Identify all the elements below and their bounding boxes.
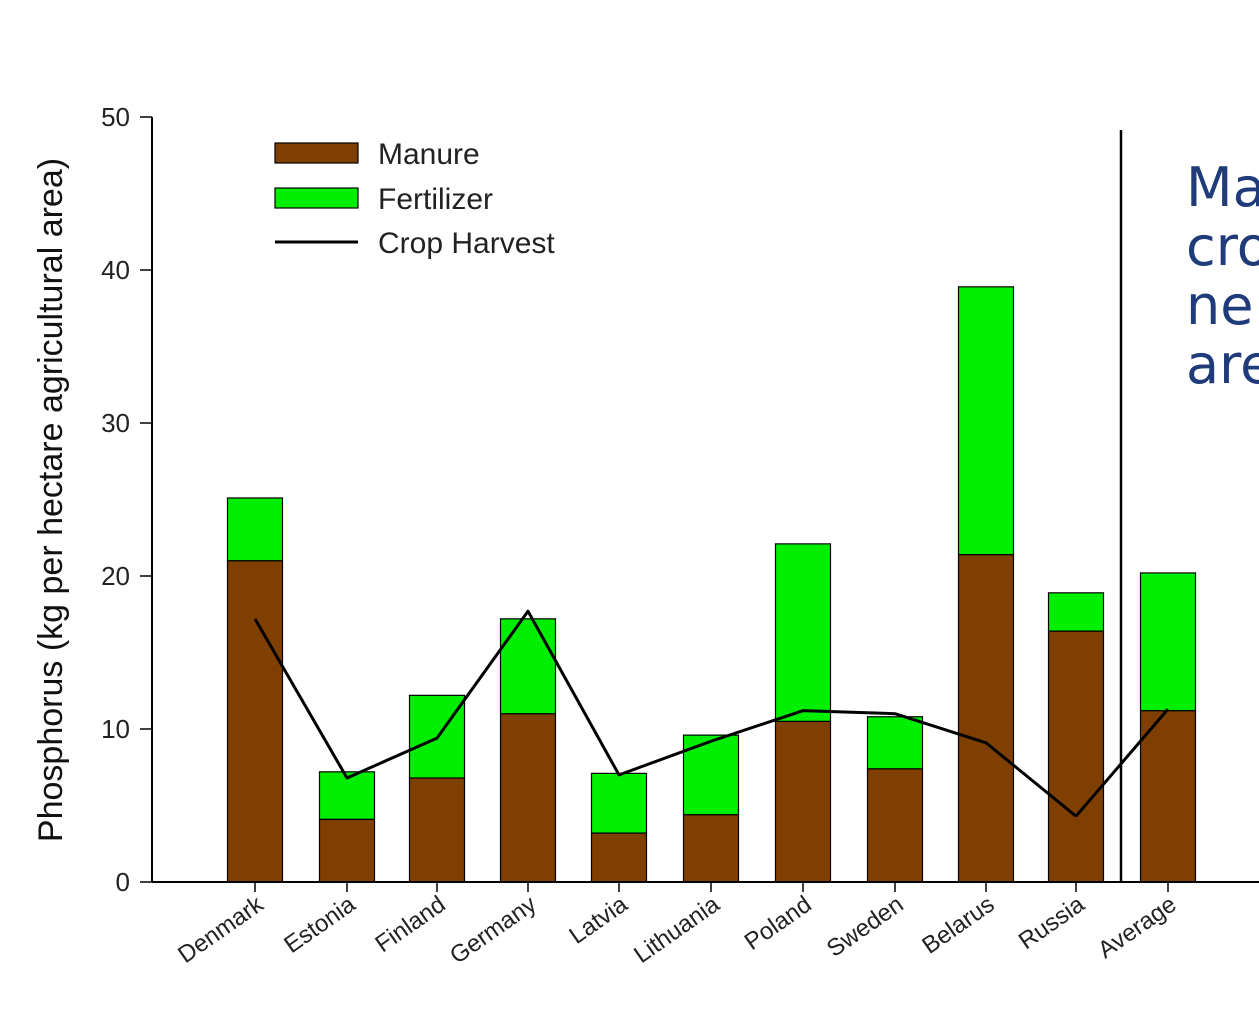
bar-manure-lithuania bbox=[682, 814, 740, 883]
y-tick-label-0: 0 bbox=[116, 867, 130, 897]
category-label-average: Average bbox=[1093, 891, 1181, 964]
legend-label-crop-harvest: Crop Harvest bbox=[378, 227, 555, 260]
bar-fertilizer-estonia bbox=[318, 771, 376, 820]
bar-fertilizer-average bbox=[1139, 572, 1197, 712]
bar-manure-poland bbox=[774, 720, 832, 883]
category-label-lithuania: Lithuania bbox=[629, 890, 725, 968]
overlay-line-1: Ma bbox=[1186, 158, 1259, 219]
overlay-line-3: ne bbox=[1186, 274, 1254, 337]
bar-manure-russia bbox=[1047, 630, 1105, 883]
bar-manure-sweden bbox=[866, 768, 924, 883]
legend-swatch-manure bbox=[274, 142, 359, 164]
category-label-sweden: Sweden bbox=[822, 891, 909, 963]
bar-manure-average bbox=[1139, 710, 1197, 883]
category-label-belarus: Belarus bbox=[917, 891, 999, 960]
bar-fertilizer-sweden bbox=[866, 716, 924, 770]
y-axis-title: Phosphorus (kg per hectare agricultural … bbox=[32, 158, 70, 842]
axes-group bbox=[151, 117, 1259, 892]
bars-group bbox=[226, 286, 1197, 883]
y-tick-label-10: 10 bbox=[101, 714, 130, 744]
y-tick-label-30: 30 bbox=[101, 408, 130, 438]
overlay-line-4: are bbox=[1186, 333, 1259, 394]
overlay-line-2: cro bbox=[1186, 215, 1259, 278]
legend-swatch-fertilizer bbox=[274, 187, 359, 209]
bar-fertilizer-latvia bbox=[590, 772, 648, 834]
y-tick-label-40: 40 bbox=[101, 255, 130, 285]
bar-fertilizer-russia bbox=[1047, 592, 1105, 632]
crop-harvest-line bbox=[253, 609, 1077, 818]
bar-fertilizer-poland bbox=[774, 543, 832, 722]
bar-manure-belarus bbox=[957, 553, 1015, 883]
category-label-latvia: Latvia bbox=[564, 890, 632, 949]
category-label-poland: Poland bbox=[740, 891, 817, 956]
bar-manure-finland bbox=[408, 777, 466, 883]
category-label-estonia: Estonia bbox=[279, 890, 361, 958]
category-label-germany: Germany bbox=[445, 891, 541, 970]
overlay-text-block: Ma cro ne are bbox=[1186, 158, 1259, 394]
legend: Manure Fertilizer Crop Harvest bbox=[274, 138, 555, 260]
legend-label-manure: Manure bbox=[378, 138, 480, 171]
category-label-finland: Finland bbox=[370, 891, 450, 958]
y-ticks-group: 0 10 20 30 40 50 bbox=[101, 102, 152, 897]
y-tick-label-50: 50 bbox=[101, 102, 130, 132]
bar-fertilizer-denmark bbox=[226, 497, 284, 562]
y-tick-label-20: 20 bbox=[101, 561, 130, 591]
category-label-russia: Russia bbox=[1014, 890, 1090, 955]
bar-manure-estonia bbox=[318, 818, 376, 883]
category-label-denmark: Denmark bbox=[173, 890, 269, 969]
bar-manure-germany bbox=[499, 713, 557, 883]
bar-fertilizer-belarus bbox=[957, 286, 1015, 556]
bar-manure-latvia bbox=[590, 832, 648, 883]
legend-label-fertilizer: Fertilizer bbox=[378, 183, 493, 216]
bar-manure-denmark bbox=[226, 560, 284, 883]
bar-fertilizer-germany bbox=[499, 618, 557, 715]
